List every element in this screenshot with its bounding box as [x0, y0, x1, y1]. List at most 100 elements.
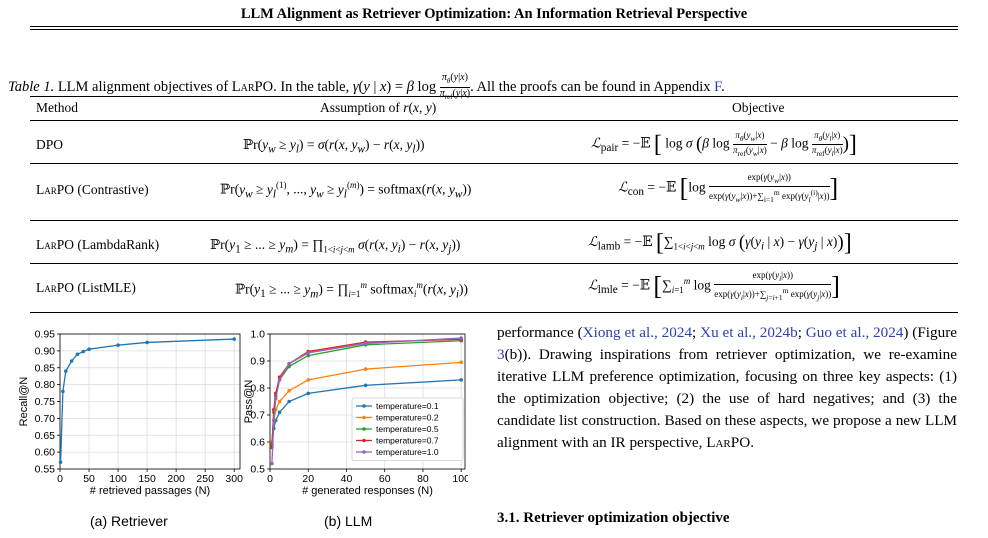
para-end: .	[750, 434, 754, 451]
row-rule-1	[30, 163, 958, 164]
data-point	[64, 369, 68, 373]
y-tick-label: 0.7	[250, 410, 265, 422]
x-tick-label: 0	[267, 473, 273, 485]
header-method: Method	[36, 100, 78, 115]
figure-ref-link[interactable]: 3	[497, 346, 505, 363]
y-tick-label: 1.0	[250, 329, 265, 341]
figure-a-caption: (a) Retriever	[90, 513, 168, 529]
section-heading: 3.1. Retriever optimization objective	[497, 510, 730, 526]
data-point	[459, 378, 463, 382]
data-point	[306, 351, 311, 355]
y-tick-label: 0.60	[35, 447, 56, 459]
legend-entry: temperature=0.7	[376, 436, 439, 446]
header-objective: Objective	[732, 100, 785, 115]
series-line	[271, 338, 462, 448]
data-point	[145, 340, 149, 345]
row-method-contrastive: LarPO (Contrastive)	[36, 182, 149, 197]
data-point	[277, 410, 282, 415]
data-point	[58, 460, 63, 465]
retriever-recall-chart: 0.55 0.60 0.65 0.70 0.75 0.80 0.85 0.90 0.95 0 50 1…	[18, 329, 243, 498]
data-point	[287, 399, 291, 404]
data-point	[270, 461, 274, 466]
data-point	[87, 347, 91, 351]
legend-marker	[362, 438, 366, 443]
data-point	[75, 352, 80, 357]
y-tick-label: 0.6	[250, 437, 265, 449]
citation-xiong[interactable]: Xiong et al., 2024	[582, 324, 693, 341]
para-text-2: ) (Figure	[903, 324, 958, 341]
y-tick-label: 0.90	[35, 345, 56, 357]
y-tick-label: 0.8	[250, 383, 265, 395]
para-larpo: LarPO	[706, 434, 751, 451]
caption-text-3: . All the proofs can be found in Appendi…	[470, 78, 711, 95]
data-point	[272, 418, 276, 423]
row-objective-contrastive: ℒcon = −𝔼 [log exp(γ(yw|x)) exp(γ(yw|x))+…	[618, 172, 839, 204]
legend-entry: temperature=0.1	[376, 401, 439, 411]
table-header-rule	[30, 120, 958, 121]
table-caption: Table 1. LLM alignment objectives of Lar…	[8, 72, 983, 103]
y-tick-label: 0.65	[35, 430, 56, 442]
table-caption-label: Table 1.	[8, 78, 55, 95]
caption-text-1: LLM alignment objectives of	[57, 78, 229, 95]
series-line	[271, 337, 462, 464]
row-assumption-listmle: ℙr(y1 ≥ ... ≥ ym) = ∏i=1m softmaxim(r(x,…	[235, 280, 468, 301]
data-point	[116, 343, 120, 347]
row-method-lambdarank: LarPO (LambdaRank)	[36, 237, 160, 252]
llm-pass-chart: 0.5 0.6 0.7 0.8 0.9 1.0 0 20 40 60 80 100 # generate…	[243, 329, 468, 498]
x-tick-label: 100	[452, 473, 468, 485]
table-top-rule	[30, 96, 958, 97]
para-sep-1: ;	[692, 324, 701, 341]
data-point	[277, 399, 282, 404]
legend-entry: temperature=0.5	[376, 424, 439, 434]
data-point	[81, 349, 86, 354]
data-point	[287, 361, 291, 366]
x-tick-label: 0	[57, 473, 63, 485]
legend-marker	[362, 404, 366, 408]
y-axis-label: Pass@N	[243, 380, 255, 424]
appendix-link[interactable]: F	[714, 78, 722, 95]
caption-formula: γ(y | x) = β log πθ(y|x) πref(y|x)	[352, 72, 471, 101]
x-tick-label: 50	[83, 473, 95, 485]
x-tick-label: 250	[196, 473, 214, 485]
caption-larpo: LarPO	[231, 78, 274, 95]
row-assumption-contrastive: ℙr(yw ≥ yl(1), ..., yw ≥ yl(m)) = softma…	[220, 180, 472, 201]
header-assumption: Assumption of r(x, y)	[320, 100, 437, 115]
citation-xu[interactable]: Xu et al., 2024b	[700, 324, 798, 341]
data-point	[306, 378, 311, 382]
legend-entry: temperature=0.2	[376, 413, 439, 423]
y-tick-label: 0.5	[250, 464, 265, 476]
y-tick-label: 0.70	[35, 413, 56, 425]
data-point	[273, 397, 278, 401]
data-point	[69, 359, 74, 363]
x-tick-label: 60	[379, 473, 391, 485]
legend-entry: temperature=1.0	[376, 447, 439, 457]
y-tick-label: 0.75	[35, 396, 56, 408]
para-text-1: performance (	[497, 324, 583, 341]
x-tick-label: 200	[167, 473, 185, 485]
x-tick-label: 80	[417, 473, 429, 485]
y-tick-label: 0.9	[250, 356, 265, 368]
para-sep-2: ;	[797, 324, 806, 341]
row-objective-lambdarank: ℒlamb = −𝔼 [∑1<i<j<m log σ (γ(yi | x) − …	[588, 230, 852, 256]
body-paragraph: performance (Xiong et al., 2024; Xu et a…	[497, 322, 957, 454]
plot-frame	[269, 333, 466, 470]
citation-guo[interactable]: Guo et al., 2024	[805, 324, 904, 341]
y-tick-label: 0.80	[35, 379, 56, 391]
data-point	[459, 360, 463, 365]
figure-b-caption: (b) LLM	[324, 513, 373, 529]
y-tick-label: 0.95	[35, 329, 56, 341]
y-tick-label: 0.55	[35, 464, 56, 476]
y-tick-label: 0.85	[35, 362, 56, 374]
data-point	[287, 388, 291, 393]
row-method-dpo: DPO	[36, 137, 64, 152]
data-point	[232, 337, 236, 341]
row-rule-2	[30, 220, 958, 221]
row-objective-dpo: ℒpair = −𝔼 [ log σ (β log πθ(yw|x) πref(y…	[591, 130, 857, 158]
running-title: LLM Alignment as Retriever Optimization:…	[240, 6, 748, 22]
data-point	[363, 341, 368, 346]
header-rule	[30, 26, 958, 27]
x-tick-label: 40	[341, 473, 353, 485]
data-point	[277, 378, 282, 382]
legend-marker	[362, 450, 366, 454]
data-point	[363, 383, 368, 388]
